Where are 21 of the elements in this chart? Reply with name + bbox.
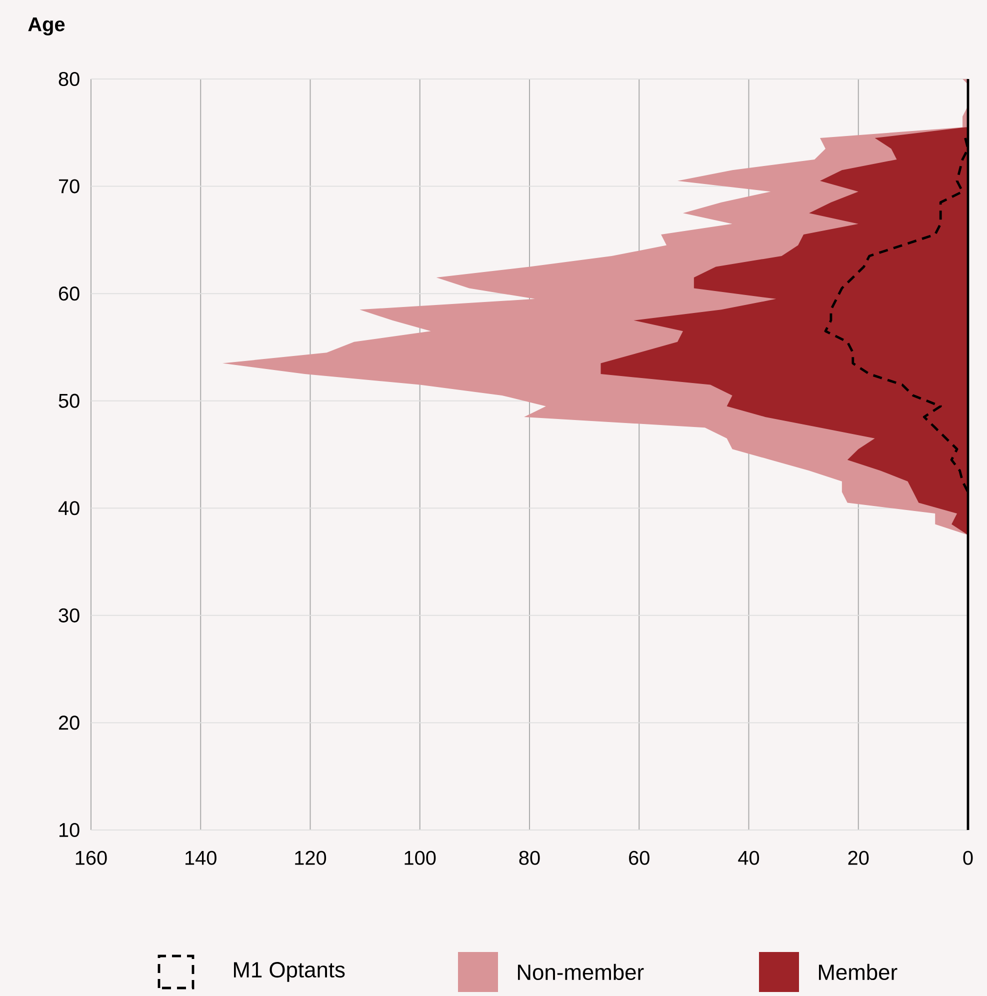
y-tick-label: 40 [58, 501, 80, 516]
legend-label: Member [818, 964, 898, 980]
y-tick-label: 70 [59, 179, 80, 194]
x-tick-label: 120 [295, 850, 326, 865]
x-tick-label: 20 [848, 850, 869, 865]
x-tick-label: 60 [629, 850, 650, 865]
y-tick-label: 50 [58, 394, 80, 408]
y-tick-label: 20 [58, 716, 80, 730]
y-tick-label: 30 [58, 608, 80, 622]
x-tick-label: 160 [76, 850, 107, 865]
legend-label: M1 Optants [234, 962, 345, 982]
x-tick-label: 0 [963, 850, 973, 865]
x-tick-label: 140 [186, 850, 216, 865]
legend-label: Non-member [518, 964, 644, 980]
y-tick-label: 80 [58, 72, 80, 86]
y-axis-title: Age [28, 17, 65, 36]
x-tick-label: 100 [404, 850, 436, 865]
y-tick-label: 10 [60, 822, 80, 838]
x-tick-label: 40 [738, 850, 760, 865]
x-tick-label: 80 [519, 850, 540, 865]
y-tick-label: 60 [59, 286, 80, 301]
